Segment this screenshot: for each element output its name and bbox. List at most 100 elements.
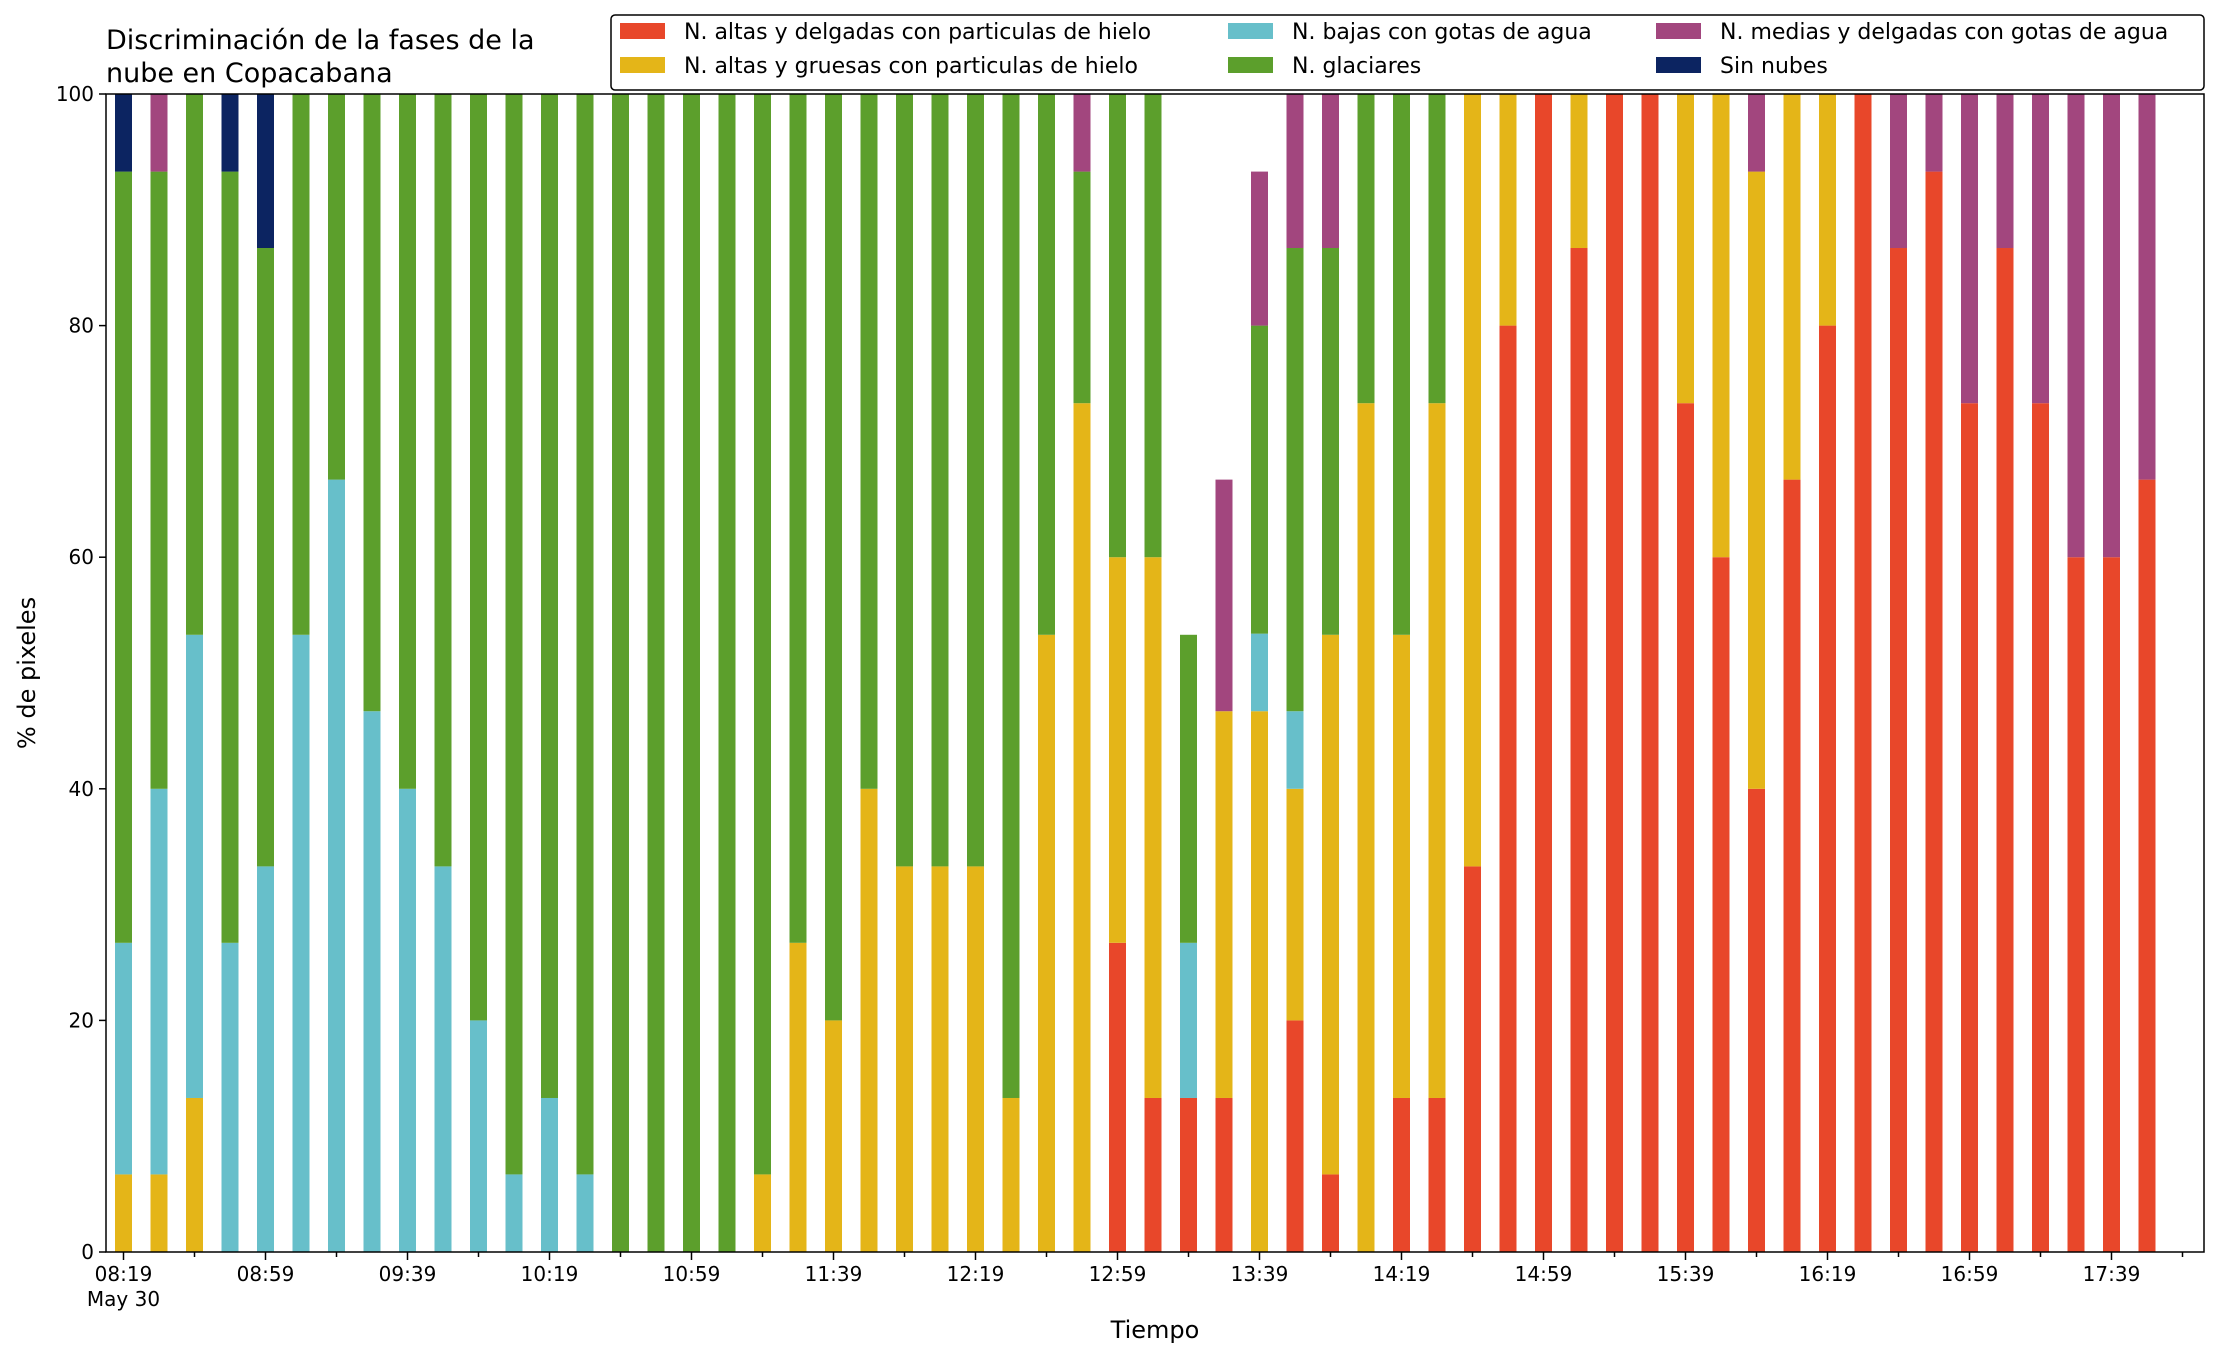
bar-segment-2-1239 bbox=[1038, 634, 1055, 1252]
bar-segment-2-1439 bbox=[1464, 94, 1481, 867]
bar-segment-4-0909 bbox=[292, 94, 310, 635]
bar-segment-1-1309 bbox=[1144, 1097, 1162, 1252]
bar-segment-4-1059 bbox=[683, 94, 700, 1252]
bar-segment-1-1659 bbox=[1961, 403, 1978, 1252]
legend-swatch bbox=[1228, 23, 1273, 39]
bar-segment-5-1639 bbox=[1890, 94, 1907, 249]
bar-segment-4-1119 bbox=[754, 94, 771, 1175]
legend-entry-label: N. bajas con gotas de agua bbox=[1292, 20, 1592, 45]
bar-segment-1-1529 bbox=[1641, 94, 1659, 1252]
bar-segment-1-1539 bbox=[1677, 403, 1694, 1252]
legend-swatch bbox=[1656, 57, 1701, 73]
x-tick-label: 13:39 bbox=[1231, 1262, 1289, 1286]
x-date-label: May 30 bbox=[87, 1287, 160, 1311]
x-tick-label: 10:19 bbox=[521, 1262, 579, 1286]
bar-segment-2-1509 bbox=[1570, 94, 1588, 249]
bar-segment-2-1409 bbox=[1357, 403, 1375, 1252]
bar-segment-4-1149 bbox=[860, 94, 878, 789]
y-tick-label: 80 bbox=[69, 314, 94, 338]
bar-segment-2-1139 bbox=[825, 1020, 842, 1252]
bar-segment-4-1209 bbox=[931, 94, 949, 867]
x-tick-label: 12:19 bbox=[947, 1262, 1005, 1286]
bar-segment-1-1619 bbox=[1819, 325, 1836, 1253]
bar-segment-1-1359 bbox=[1322, 1174, 1339, 1252]
legend-swatch bbox=[1656, 23, 1701, 39]
bar-segment-4-1129 bbox=[789, 94, 807, 943]
bar-segment-2-1349 bbox=[1286, 788, 1304, 1021]
bar-segment-2-0839 bbox=[186, 1097, 203, 1252]
bar-segment-1-1639 bbox=[1890, 248, 1907, 1252]
bar-segment-2-1419 bbox=[1393, 634, 1410, 1098]
bar-segment-4-1309 bbox=[1144, 94, 1162, 558]
bar-segment-4-0839 bbox=[186, 94, 203, 635]
bar-segment-3-0949 bbox=[434, 866, 452, 1252]
bar-segment-5-1649 bbox=[1925, 94, 1943, 172]
bar-segment-5-1249 bbox=[1073, 94, 1091, 172]
bar-segment-5-1359 bbox=[1322, 94, 1339, 249]
x-tick-label: 16:19 bbox=[1799, 1262, 1857, 1286]
x-tick-label: 09:39 bbox=[379, 1262, 437, 1286]
bar-segment-3-0829 bbox=[150, 788, 168, 1175]
bar-segment-1-1549 bbox=[1712, 557, 1730, 1252]
bars-layer bbox=[115, 94, 2156, 1253]
bar-segment-4-0949 bbox=[434, 94, 452, 867]
bar-segment-2-1539 bbox=[1677, 94, 1694, 404]
x-tick-label: 08:59 bbox=[237, 1262, 295, 1286]
bar-segment-3-0849 bbox=[221, 942, 239, 1252]
bar-segment-3-1009 bbox=[505, 1174, 523, 1252]
y-tick-label: 100 bbox=[56, 82, 94, 106]
bar-segment-6-0859 bbox=[257, 94, 274, 249]
legend-entry-label: N. altas y gruesas con particulas de hie… bbox=[684, 54, 1138, 79]
bar-segment-4-1259 bbox=[1109, 94, 1126, 558]
y-tick-label: 60 bbox=[69, 545, 94, 569]
bar-segment-5-1729 bbox=[2067, 94, 2085, 558]
bar-segment-4-1159 bbox=[896, 94, 913, 867]
bar-segment-3-0919 bbox=[328, 479, 345, 1252]
bar-segment-1-1459 bbox=[1535, 94, 1552, 1252]
bar-segment-4-0859 bbox=[257, 248, 274, 867]
bar-segment-1-1629 bbox=[1854, 94, 1872, 1252]
bar-segment-4-0829 bbox=[150, 171, 168, 789]
bar-segment-5-1739 bbox=[2103, 94, 2120, 558]
x-axis-label: Tiempo bbox=[1110, 1316, 1200, 1344]
bar-segment-2-0829 bbox=[150, 1174, 168, 1252]
y-axis: 0 20 40 60 80 100 bbox=[56, 82, 106, 1264]
bar-segment-4-1339 bbox=[1251, 325, 1268, 634]
bar-segment-2-1129 bbox=[789, 942, 807, 1252]
plot-frame bbox=[105, 93, 2205, 1253]
bar-segment-2-1149 bbox=[860, 788, 878, 1252]
bar-segment-4-0819 bbox=[115, 171, 132, 943]
bar-segment-2-1339 bbox=[1251, 711, 1268, 1252]
bar-segment-6-0819 bbox=[115, 94, 132, 172]
bar-segment-2-1159 bbox=[896, 866, 913, 1252]
bar-segment-1-1439 bbox=[1464, 866, 1481, 1252]
bar-segment-4-1359 bbox=[1322, 248, 1339, 635]
bar-segment-4-1349 bbox=[1286, 248, 1304, 712]
bar-segment-1-1349 bbox=[1286, 1020, 1304, 1252]
bar-segment-2-1229 bbox=[1002, 1097, 1020, 1252]
legend-entry-label: N. medias y delgadas con gotas de agua bbox=[1720, 20, 2168, 45]
bar-segment-1-1259 bbox=[1109, 942, 1126, 1252]
bar-segment-4-1049 bbox=[647, 94, 665, 1252]
y-tick-label: 0 bbox=[81, 1240, 94, 1264]
chart-title: Discriminación de la fases de la nube en… bbox=[106, 25, 535, 89]
bar-segment-1-1709 bbox=[1996, 248, 2014, 1252]
legend-swatch bbox=[620, 57, 665, 73]
bar-segment-5-1749 bbox=[2138, 94, 2156, 480]
x-tick-label: 10:59 bbox=[663, 1262, 721, 1286]
legend: N. altas y delgadas con particulas de hi… bbox=[610, 14, 2205, 91]
bar-segment-2-1309 bbox=[1144, 557, 1162, 1098]
bar-segment-4-1039 bbox=[612, 94, 629, 1252]
bar-segment-5-1559 bbox=[1748, 94, 1765, 172]
legend-swatch bbox=[620, 23, 665, 39]
bar-segment-2-1619 bbox=[1819, 94, 1836, 326]
bar-segment-1-1719 bbox=[2032, 403, 2049, 1252]
legend-entry-label: N. glaciares bbox=[1292, 54, 1421, 79]
bar-segment-4-0959 bbox=[470, 94, 487, 1021]
bar-segment-3-0859 bbox=[257, 866, 274, 1252]
bar-segment-3-1349 bbox=[1286, 711, 1304, 789]
bar-segment-1-1319 bbox=[1180, 1097, 1197, 1252]
bar-segment-2-1329 bbox=[1215, 711, 1233, 1098]
bar-segment-3-0929 bbox=[363, 711, 381, 1252]
bar-segment-1-1749 bbox=[2138, 479, 2156, 1252]
